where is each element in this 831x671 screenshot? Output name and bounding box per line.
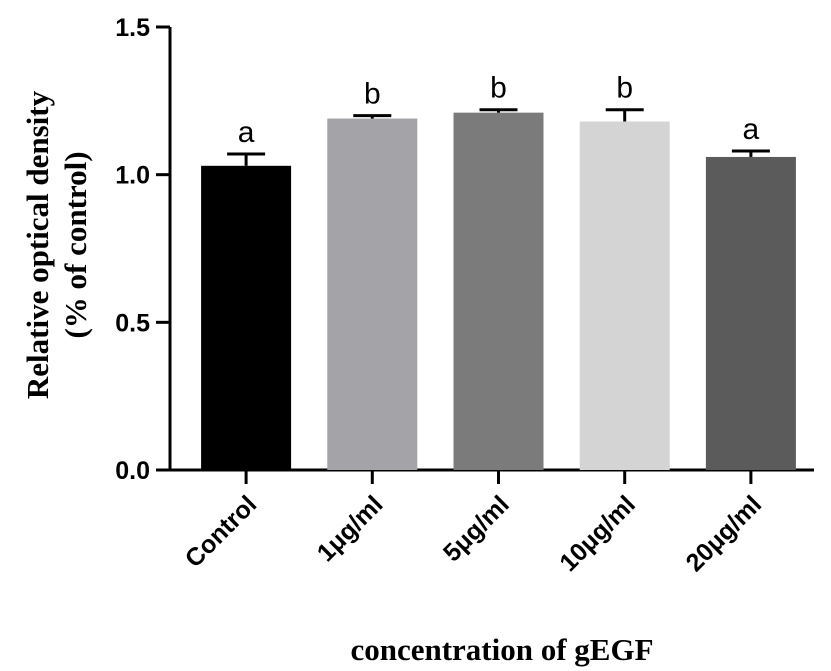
bar (453, 112, 544, 470)
x-tick-label: 5μg/ml (438, 490, 515, 567)
bar (705, 156, 796, 471)
bar (327, 118, 418, 470)
significance-label: b (616, 72, 633, 105)
significance-label: b (490, 72, 507, 105)
bar (579, 121, 670, 471)
bars (201, 108, 796, 471)
y-tick-label: 0.0 (115, 457, 150, 485)
y-tick-label: 1.5 (115, 14, 150, 42)
significance-label: b (364, 78, 381, 111)
x-tick-label: 1μg/ml (312, 490, 389, 567)
x-axis-title: concentration of gEGF (350, 632, 653, 667)
x-tick-label: 20μg/ml (681, 490, 768, 577)
y-axis-title-line1: Relative optical density (20, 90, 55, 399)
significance-label: a (743, 113, 760, 146)
y-axis-title-line2: (% of control) (58, 151, 93, 338)
y-tick-label: 0.5 (115, 309, 150, 337)
x-tick-label: 10μg/ml (554, 490, 641, 577)
y-tick-label: 1.0 (115, 162, 150, 190)
x-tick-label: Control (180, 490, 263, 573)
bar (201, 165, 292, 470)
significance-label: a (238, 116, 255, 149)
